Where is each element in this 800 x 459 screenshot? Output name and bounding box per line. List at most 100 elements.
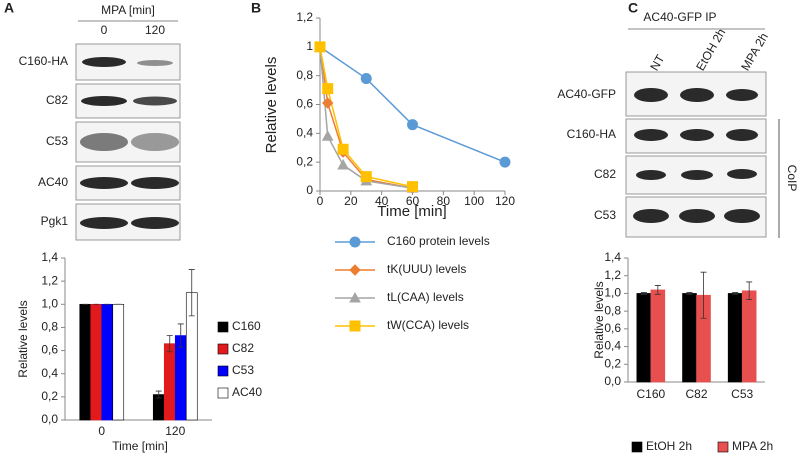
legend-swatch (217, 387, 229, 399)
y-axis-label: Relative levels (16, 300, 30, 377)
bar (650, 289, 666, 383)
marker (314, 41, 326, 53)
bar (163, 343, 176, 421)
y-tick-label: 0,4 (296, 126, 313, 140)
y-tick-label: 0,6 (41, 343, 58, 357)
y-tick-label: 0,8 (604, 303, 621, 317)
legend-label: EtOH 2h (646, 439, 692, 453)
bar (727, 293, 743, 383)
blot-row-label: C160-HA (567, 127, 616, 141)
marker (407, 119, 418, 131)
band (680, 129, 714, 141)
y-tick-label: 0 (306, 183, 313, 197)
x-axis-label: Time [min] (377, 203, 446, 220)
error-bar (188, 269, 195, 317)
band (636, 170, 666, 180)
bar (636, 293, 652, 383)
y-axis-label: Relative levels (592, 281, 606, 358)
legend-label: C160 protein levels (387, 234, 490, 248)
legend-swatch (217, 321, 229, 333)
legend-swatch (717, 441, 729, 453)
x-tick-label: C53 (731, 387, 753, 401)
x-tick-label: 120 (495, 194, 515, 208)
blot-c (625, 71, 767, 238)
band (724, 209, 760, 223)
marker (337, 143, 349, 155)
bar (174, 335, 187, 421)
y-tick-label: 1,4 (604, 250, 621, 264)
y-tick-label: 1,2 (604, 268, 621, 282)
error-bar (177, 323, 184, 348)
blot-column: MPA 2h (738, 30, 771, 73)
error-bar (686, 292, 693, 295)
y-tick-label: 0,0 (41, 412, 58, 426)
y-tick-label: 1,2 (41, 273, 58, 287)
legend-label: C82 (232, 341, 254, 355)
band (133, 96, 177, 106)
x-tick-label: 20 (344, 194, 358, 208)
legend-label: C53 (232, 363, 254, 377)
marker (407, 181, 418, 193)
x-tick-label: 40 (375, 194, 389, 208)
band (81, 96, 127, 106)
error-bar (746, 281, 753, 301)
line (319, 46, 506, 163)
bar (741, 290, 757, 383)
bracket-label: CoIP (785, 165, 799, 192)
y-tick-label: 1,4 (41, 250, 58, 264)
band (634, 88, 668, 102)
y-tick-label: 0,8 (41, 320, 58, 334)
x-tick-label: 60 (406, 194, 420, 208)
error-bar (640, 292, 647, 295)
blot-header: MPA [min] (101, 3, 155, 17)
error-bar (700, 271, 707, 319)
legend-label: AC40 (232, 385, 262, 399)
panel-label: B (251, 0, 261, 16)
x-tick-label: 100 (464, 194, 484, 208)
band (131, 133, 179, 151)
legend-marker (349, 236, 361, 248)
y-axis-label: Relative levels (263, 57, 280, 154)
blot-row-label: C53 (594, 208, 616, 222)
band (634, 129, 668, 141)
line (319, 46, 413, 189)
error-bar (732, 292, 739, 295)
band (679, 209, 715, 223)
x-tick-label: 80 (437, 194, 451, 208)
marker (322, 97, 334, 109)
band (137, 60, 173, 66)
band (726, 129, 758, 141)
bar (101, 303, 114, 421)
marker (360, 171, 372, 183)
band (80, 177, 128, 189)
legend-label: tL(CAA) levels (387, 290, 464, 304)
blot-row-label: C53 (46, 134, 68, 148)
blot-row-label: Pgk1 (41, 214, 69, 228)
band (633, 209, 669, 223)
legend-marker (349, 264, 361, 276)
error-bar (166, 335, 173, 353)
bar (79, 303, 92, 421)
bar (112, 303, 125, 421)
y-tick-label: 0,2 (41, 389, 58, 403)
y-tick-label: 1,0 (41, 296, 58, 310)
marker (360, 73, 372, 85)
blot-a (75, 43, 181, 241)
y-tick-label: 1,2 (296, 10, 313, 24)
x-tick-label: 0 (98, 424, 105, 438)
band (681, 170, 713, 180)
x-tick-label: C82 (685, 387, 707, 401)
x-tick-label: 0 (317, 194, 324, 208)
legend-swatch (631, 441, 643, 453)
legend-swatch (217, 343, 229, 355)
blot-column: EtOH 2h (693, 26, 728, 73)
y-tick-label: 1,0 (604, 286, 621, 300)
x-tick-label: 120 (165, 424, 185, 438)
band (80, 217, 128, 229)
y-tick-label: 0,8 (296, 68, 313, 82)
blot-column: NT (647, 52, 667, 73)
legend-label: MPA 2h (732, 439, 773, 453)
band (80, 133, 128, 151)
y-tick-label: 0,2 (604, 356, 621, 370)
band (82, 57, 126, 67)
